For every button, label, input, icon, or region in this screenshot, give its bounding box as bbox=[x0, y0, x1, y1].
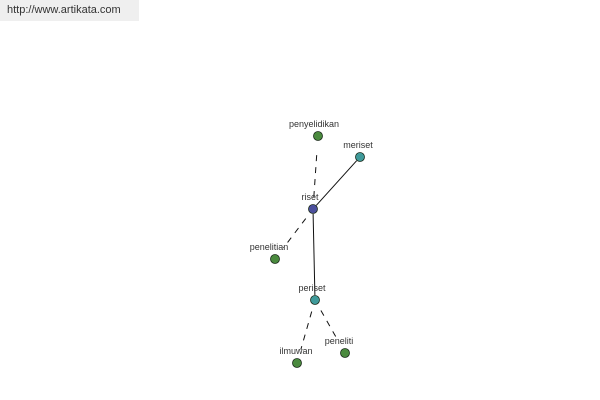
node-label[interactable]: penyelidikan bbox=[289, 119, 339, 129]
node-dot[interactable] bbox=[310, 295, 320, 305]
edge-riset-meriset bbox=[315, 160, 358, 206]
site-url-label[interactable]: http://www.artikata.com bbox=[0, 0, 139, 21]
node-riset[interactable]: riset bbox=[301, 192, 319, 214]
node-label[interactable]: riset bbox=[301, 192, 319, 202]
node-penyelidikan[interactable]: penyelidikan bbox=[289, 119, 339, 141]
node-peneliti[interactable]: peneliti bbox=[325, 336, 354, 358]
node-label[interactable]: ilmuwan bbox=[279, 346, 312, 356]
edge-riset-periset bbox=[312, 213, 316, 296]
node-dot[interactable] bbox=[340, 348, 350, 358]
node-dot[interactable] bbox=[270, 254, 280, 264]
edge-riset-penyelidikan bbox=[313, 149, 318, 198]
node-dot[interactable] bbox=[292, 358, 302, 368]
node-label[interactable]: penelitian bbox=[250, 242, 289, 252]
node-label[interactable]: peneliti bbox=[325, 336, 354, 346]
edge-periset-ilmuwan bbox=[300, 311, 313, 350]
node-label[interactable]: meriset bbox=[343, 140, 373, 150]
node-ilmuwan[interactable]: ilmuwan bbox=[279, 346, 313, 368]
edge-periset-peneliti bbox=[320, 310, 339, 342]
node-dot[interactable] bbox=[313, 131, 323, 141]
node-meriset[interactable]: meriset bbox=[343, 140, 373, 162]
node-periset[interactable]: periset bbox=[298, 283, 326, 305]
node-label[interactable]: periset bbox=[298, 283, 326, 293]
node-dot[interactable] bbox=[308, 204, 318, 214]
node-penelitian[interactable]: penelitian bbox=[250, 242, 289, 264]
node-dot[interactable] bbox=[355, 152, 365, 162]
